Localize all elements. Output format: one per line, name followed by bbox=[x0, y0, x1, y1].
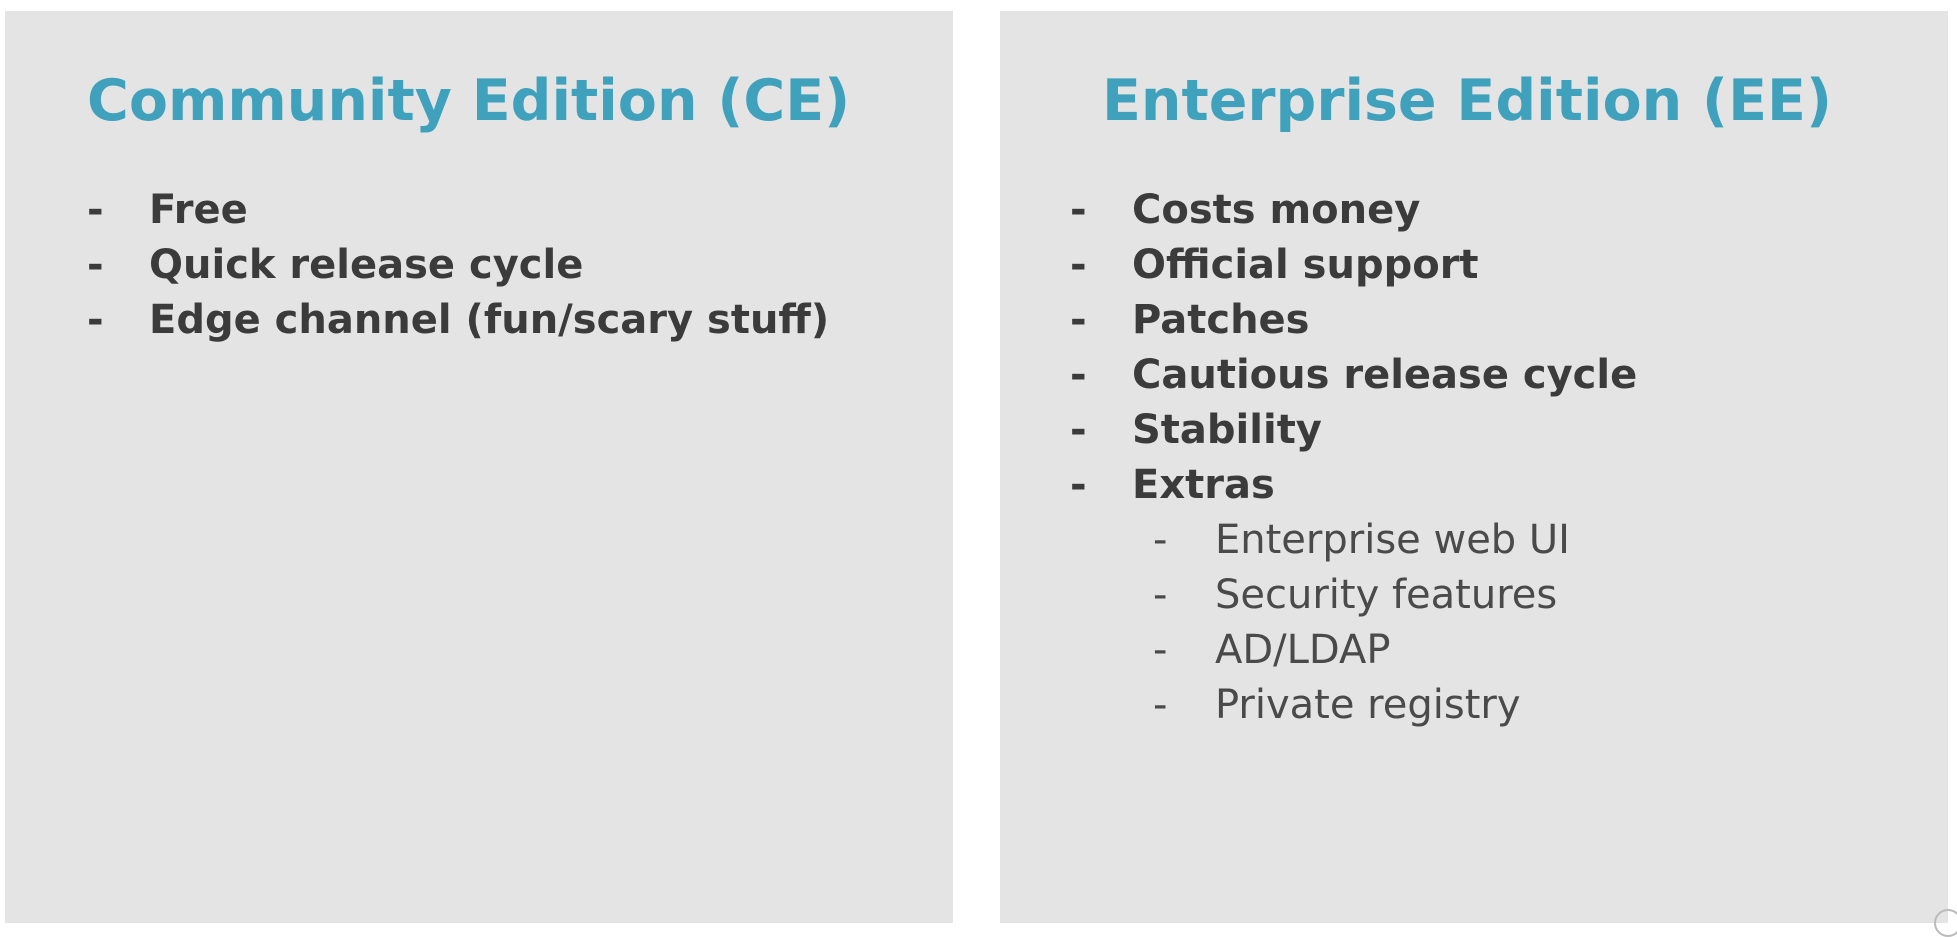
enterprise-edition-title: Enterprise Edition (EE) bbox=[1102, 68, 1833, 134]
bullet-dash: - bbox=[1153, 627, 1168, 673]
corner-indicator bbox=[1934, 909, 1957, 937]
bullet-dash: - bbox=[1070, 297, 1087, 343]
enterprise-edition-list: - Costs money - Official support - Patches … bbox=[1070, 183, 1637, 733]
bullet-dash: - bbox=[1070, 242, 1087, 288]
list-item: - Costs money bbox=[1070, 183, 1637, 238]
list-item-label: Extras bbox=[1132, 462, 1275, 508]
bullet-dash: - bbox=[1070, 407, 1087, 453]
bullet-dash: - bbox=[1070, 462, 1087, 508]
list-item-label: Cautious release cycle bbox=[1132, 352, 1638, 398]
community-edition-list: - Free - Quick release cycle - Edge channel… bbox=[87, 183, 829, 348]
list-item-label: Official support bbox=[1132, 242, 1479, 288]
bullet-dash: - bbox=[1153, 682, 1168, 728]
sub-list-item-label: Private registry bbox=[1215, 682, 1521, 728]
bullet-dash: - bbox=[87, 187, 104, 233]
sub-list-item: - Private registry bbox=[1070, 678, 1637, 733]
list-item: - Edge channel (fun/scary stuff) bbox=[87, 293, 829, 348]
bullet-dash: - bbox=[1070, 352, 1087, 398]
bullet-dash: - bbox=[1070, 187, 1087, 233]
community-edition-title: Community Edition (CE) bbox=[87, 68, 851, 134]
sub-list-item-label: Enterprise web UI bbox=[1215, 517, 1570, 563]
community-edition-panel: Community Edition (CE) - Free - Quick rele… bbox=[5, 11, 953, 923]
sub-list-item: - Enterprise web UI bbox=[1070, 513, 1637, 568]
list-item: - Cautious release cycle bbox=[1070, 348, 1637, 403]
sub-list-item: - AD/LDAP bbox=[1070, 623, 1637, 678]
sub-list-item-label: AD/LDAP bbox=[1215, 627, 1391, 673]
list-item: - Quick release cycle bbox=[87, 238, 829, 293]
bullet-dash: - bbox=[87, 297, 104, 343]
list-item: - Official support bbox=[1070, 238, 1637, 293]
list-item-label: Stability bbox=[1132, 407, 1322, 453]
bullet-dash: - bbox=[1153, 572, 1168, 618]
list-item: - Extras bbox=[1070, 458, 1637, 513]
list-item: - Free bbox=[87, 183, 829, 238]
enterprise-edition-panel: Enterprise Edition (EE) - Costs money - Of… bbox=[1000, 11, 1957, 937]
list-item-label: Costs money bbox=[1132, 187, 1421, 233]
sub-list-item-label: Security features bbox=[1215, 572, 1558, 618]
list-item-label: Edge channel (fun/scary stuff) bbox=[149, 297, 830, 343]
list-item: - Patches bbox=[1070, 293, 1637, 348]
list-item: - Stability bbox=[1070, 403, 1637, 458]
bullet-dash: - bbox=[87, 242, 104, 288]
list-item-label: Free bbox=[149, 187, 248, 233]
list-item-label: Quick release cycle bbox=[149, 242, 584, 288]
bullet-dash: - bbox=[1153, 517, 1168, 563]
sub-list-item: - Security features bbox=[1070, 568, 1637, 623]
list-item-label: Patches bbox=[1132, 297, 1310, 343]
